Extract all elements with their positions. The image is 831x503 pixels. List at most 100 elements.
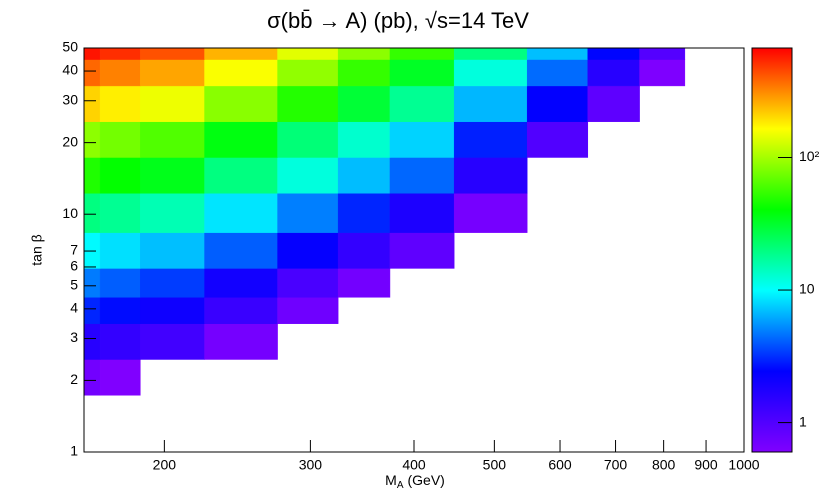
cell [204, 323, 278, 360]
x-axis-label-unit: (GeV) [408, 472, 445, 488]
color-bar [751, 47, 793, 453]
x-tick-label: 800 [652, 457, 676, 473]
cell [83, 85, 101, 122]
cell [83, 121, 101, 158]
cell [83, 323, 101, 360]
cell [277, 157, 339, 194]
cell [140, 85, 205, 122]
cell [337, 121, 391, 158]
cell [204, 193, 278, 233]
y-axis-label: tan β [29, 234, 45, 265]
cell [140, 323, 205, 360]
z-tick-label: 1 [799, 413, 807, 429]
z-tick-label: 10 [799, 281, 815, 297]
cell [277, 232, 339, 269]
cell [83, 297, 101, 324]
cell [99, 47, 141, 60]
cell [277, 268, 339, 298]
cell [389, 121, 455, 158]
cell [99, 85, 141, 122]
x-axis-label-main: M [385, 472, 397, 488]
cell [140, 232, 205, 269]
cell [204, 121, 278, 158]
cell [99, 193, 141, 233]
cell [389, 193, 455, 233]
cell [99, 297, 141, 324]
cell [453, 59, 528, 87]
cell [337, 47, 391, 60]
cell [337, 268, 391, 298]
cell [83, 47, 101, 60]
y-tick-label: 30 [62, 91, 78, 107]
cell [277, 121, 339, 158]
x-tick-label: 200 [153, 457, 177, 473]
cell [204, 157, 278, 194]
cell [204, 297, 278, 324]
x-tick-label: 700 [604, 457, 628, 473]
cell [587, 85, 640, 122]
y-tick-label: 4 [70, 300, 78, 316]
z-tick-label: 10² [799, 148, 820, 164]
x-tick-label: 400 [402, 457, 426, 473]
cell [526, 59, 589, 87]
cell [337, 59, 391, 87]
cell [140, 59, 205, 87]
y-tick-label: 5 [70, 276, 78, 292]
cell [526, 47, 589, 60]
cell [337, 232, 391, 269]
cell [140, 268, 205, 298]
cell [99, 59, 141, 87]
cell [83, 59, 101, 87]
cell [99, 121, 141, 158]
cell [277, 297, 339, 324]
chart-title: σ(bb̄ → A) (pb), √s=14 TeV [267, 8, 529, 33]
cell [389, 59, 455, 87]
cell [587, 47, 640, 60]
x-axis-label-sub: A [397, 480, 404, 491]
y-tick-label: 40 [62, 62, 78, 78]
cell [526, 121, 589, 158]
y-tick-label: 20 [62, 133, 78, 149]
cell [277, 59, 339, 87]
x-tick-label: 1000 [728, 457, 759, 473]
y-tick-label: 1 [70, 443, 78, 459]
cell [99, 157, 141, 194]
cell [337, 85, 391, 122]
cell [337, 193, 391, 233]
cell [83, 232, 101, 269]
y-tick-label: 6 [70, 258, 78, 274]
cell [83, 193, 101, 233]
x-tick-label: 500 [483, 457, 507, 473]
cell [204, 232, 278, 269]
cell [99, 232, 141, 269]
cell [389, 47, 455, 60]
y-tick-label: 3 [70, 329, 78, 345]
cell [83, 359, 101, 396]
cell [587, 59, 640, 87]
cell [453, 47, 528, 60]
x-tick-label: 600 [548, 457, 572, 473]
cell [389, 157, 455, 194]
x-axis-label: MA (GeV) [385, 472, 445, 491]
cell [277, 193, 339, 233]
cell [83, 157, 101, 194]
cell [140, 121, 205, 158]
cell [639, 59, 686, 87]
cell [140, 47, 205, 60]
cell [140, 297, 205, 324]
cell [83, 268, 101, 298]
y-tick-label: 10 [62, 205, 78, 221]
cell [204, 59, 278, 87]
cell [526, 85, 589, 122]
cell [204, 85, 278, 122]
cell [204, 47, 278, 60]
cell [99, 359, 141, 396]
y-tick-label: 7 [70, 242, 78, 258]
cell [277, 47, 339, 60]
x-tick-label: 900 [694, 457, 718, 473]
cell [140, 157, 205, 194]
heatmap [83, 47, 686, 396]
cell [639, 47, 686, 60]
y-tick-label: 50 [62, 39, 78, 55]
